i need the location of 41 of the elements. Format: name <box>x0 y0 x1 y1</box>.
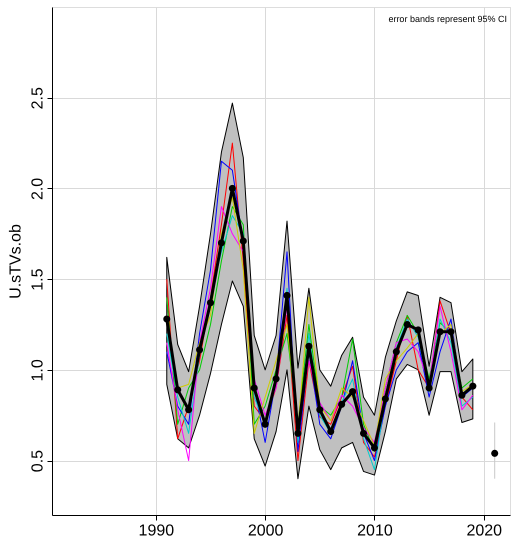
point <box>491 450 498 457</box>
y-tick-label: 2.0 <box>30 178 46 200</box>
point <box>240 238 247 245</box>
point <box>185 406 192 414</box>
x-tick-label: 1990 <box>138 522 174 540</box>
x-tick-label: 2000 <box>248 522 284 540</box>
point <box>414 326 422 334</box>
point <box>250 384 258 392</box>
y-tick-label: 1.5 <box>30 268 46 291</box>
point <box>458 392 466 399</box>
point <box>316 406 324 414</box>
point <box>272 375 280 382</box>
point <box>196 346 204 354</box>
point <box>447 328 455 336</box>
y-tick-label: 1.0 <box>30 359 46 382</box>
point <box>163 316 170 323</box>
x-tick-label: 2020 <box>466 522 502 540</box>
y-tick-label: 0.5 <box>30 450 46 472</box>
point <box>469 382 476 390</box>
x-tick-label: 2010 <box>357 522 393 540</box>
point <box>404 320 411 328</box>
point <box>349 388 356 396</box>
point <box>327 428 334 436</box>
point <box>426 384 433 392</box>
point <box>294 430 302 437</box>
point <box>436 328 444 336</box>
point <box>305 342 312 350</box>
annotation: error bands represent 95% CI <box>388 14 507 24</box>
point <box>218 239 225 246</box>
point <box>382 395 389 402</box>
y-tick-label: 2.5 <box>30 86 46 110</box>
point <box>206 299 214 306</box>
y-axis-title: U.sTVs.ob <box>8 224 24 299</box>
point <box>338 400 346 408</box>
point <box>262 420 269 428</box>
point <box>392 348 400 356</box>
point <box>370 444 378 452</box>
point <box>174 386 182 394</box>
point <box>228 184 236 192</box>
point <box>283 292 291 299</box>
point <box>360 430 368 437</box>
